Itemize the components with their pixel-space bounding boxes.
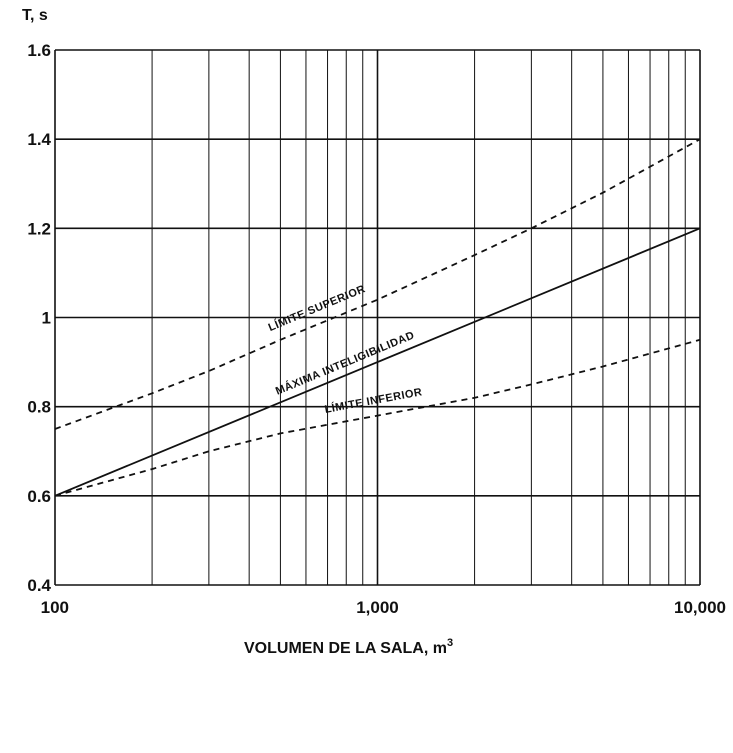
x-tick-label: 1,000	[356, 598, 399, 617]
series-label: MÁXIMA INTELIGIBILIDAD	[274, 328, 417, 397]
grid	[54, 49, 701, 586]
series-line	[54, 338, 701, 497]
y-tick-label: 1.4	[27, 130, 51, 149]
x-tick-label: 100	[41, 598, 69, 617]
tick-labels: 0.4 0.6 0.8 1 1.2 1.4 1.6 100 1,000 10,000	[27, 41, 726, 617]
x-tick-label: 10,000	[674, 598, 726, 617]
y-tick-label: 0.4	[27, 576, 51, 595]
x-axis-label: VOLUMEN DE LA SALA, m3	[244, 637, 453, 657]
y-tick-label: 0.6	[27, 487, 51, 506]
x-axis-label-superscript: 3	[447, 637, 453, 649]
series-label: LÍMITE SUPERIOR	[266, 282, 367, 334]
series-line	[54, 138, 701, 430]
y-tick-label: 1	[42, 309, 51, 328]
x-axis-label-text: VOLUMEN DE LA SALA, m	[244, 640, 447, 657]
series-group	[54, 138, 701, 497]
y-axis-label: T, s	[22, 7, 48, 24]
y-tick-label: 1.2	[27, 219, 51, 238]
series-label: LÍMITE INFERIOR	[324, 385, 424, 416]
y-tick-label: 1.6	[27, 41, 51, 60]
series-line	[54, 227, 701, 497]
y-tick-label: 0.8	[27, 398, 51, 417]
